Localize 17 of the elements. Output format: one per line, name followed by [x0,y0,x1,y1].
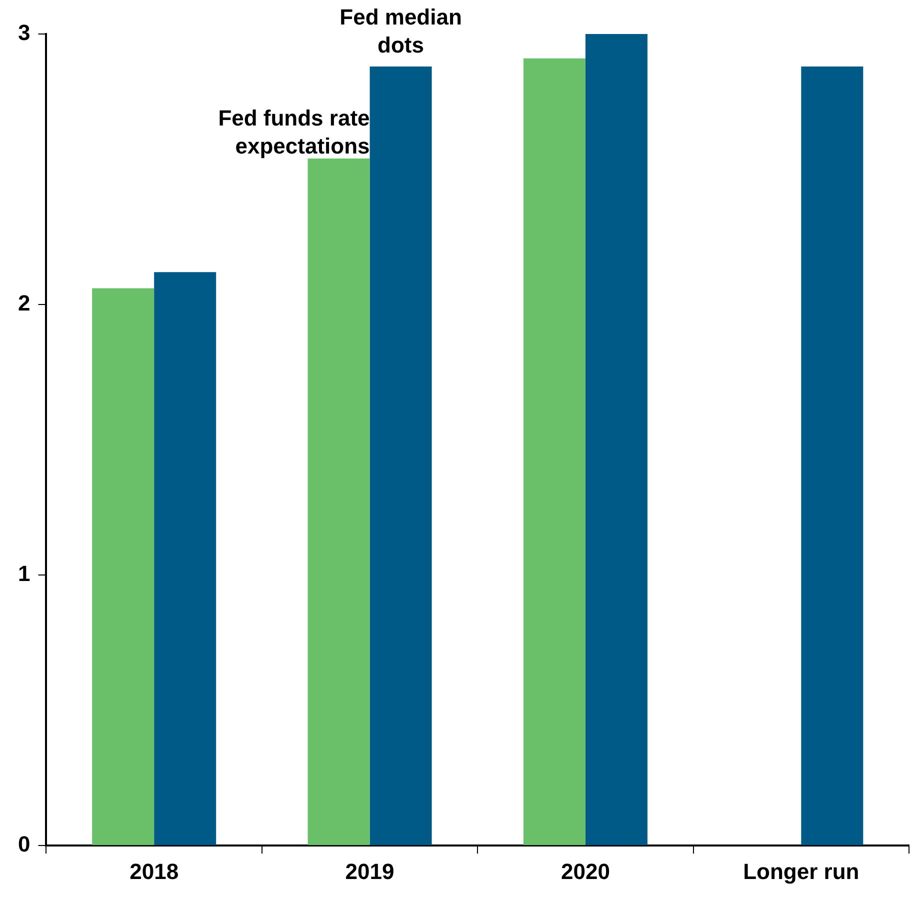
x-tick-label: 2020 [560,858,610,884]
bar [92,288,154,846]
x-tick-label: Longer run [743,858,860,884]
x-tick-label: 2018 [130,858,179,884]
bar [154,272,216,846]
y-tick-label: 3 [18,20,30,46]
y-tick-label: 1 [18,561,30,586]
series-label: Fed funds rate expectations [218,105,370,158]
y-tick-label: 0 [18,832,30,857]
bar [801,66,864,846]
x-tick-label: 2019 [345,858,394,884]
y-tick-label: 2 [18,290,30,316]
bar [523,58,586,846]
bar [308,158,370,846]
bar [585,34,648,846]
bar [370,66,432,846]
series-label: Fed median dots [340,4,462,58]
